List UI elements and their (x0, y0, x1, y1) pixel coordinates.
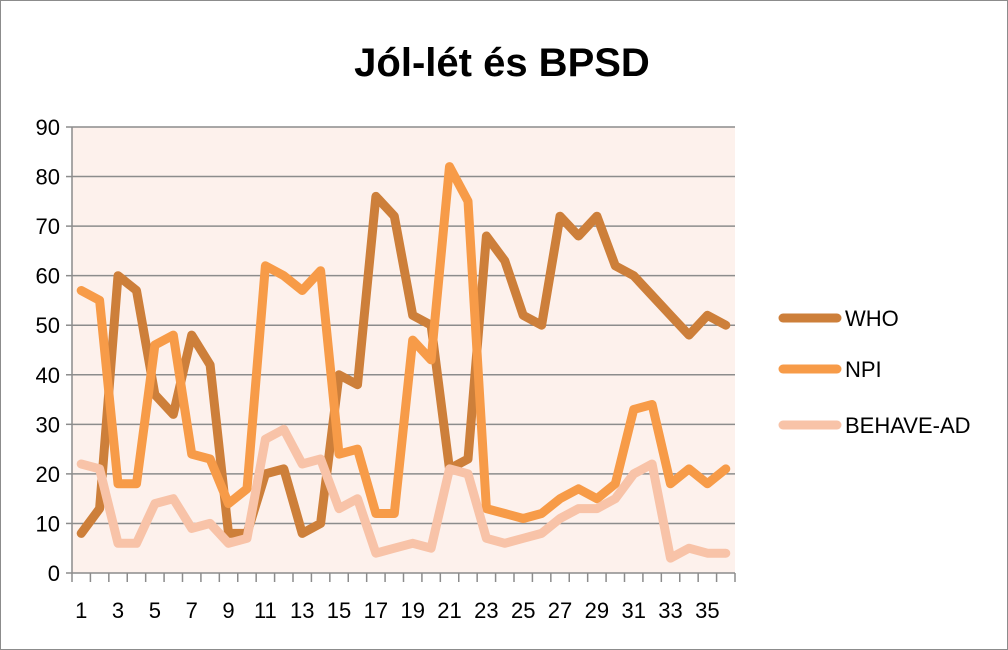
y-tick-label: 10 (36, 511, 60, 536)
legend-label: WHO (845, 306, 899, 331)
x-tick-label: 17 (364, 598, 388, 623)
y-tick-label: 60 (36, 264, 60, 289)
x-tick-label: 23 (474, 598, 498, 623)
y-tick-label: 0 (48, 561, 60, 586)
x-tick-label: 3 (112, 598, 124, 623)
legend-label: NPI (845, 357, 882, 382)
y-tick-label: 20 (36, 462, 60, 487)
x-tick-label: 1 (75, 598, 87, 623)
x-tick-label: 5 (149, 598, 161, 623)
y-tick-label: 80 (36, 165, 60, 190)
x-tick-label: 35 (695, 598, 719, 623)
y-tick-label: 70 (36, 214, 60, 239)
x-tick-label: 25 (511, 598, 535, 623)
series-line-npi (76, 162, 731, 523)
x-tick-label: 9 (222, 598, 234, 623)
x-tick-label: 7 (186, 598, 198, 623)
series-line-who (76, 191, 731, 538)
x-tick-label: 31 (621, 598, 645, 623)
x-tick-label: 21 (437, 598, 461, 623)
legend-label: BEHAVE-AD (845, 413, 971, 438)
y-tick-label: 30 (36, 412, 60, 437)
y-tick-label: 90 (36, 115, 60, 140)
y-tick-label: 50 (36, 313, 60, 338)
y-tick-label: 40 (36, 363, 60, 388)
x-tick-label: 19 (400, 598, 424, 623)
series-line-behave-ad (76, 424, 731, 563)
plot-area (72, 127, 735, 573)
x-tick-label: 27 (548, 598, 572, 623)
x-tick-label: 15 (327, 598, 351, 623)
chart-title: Jól-lét és BPSD (354, 41, 650, 85)
x-tick-label: 29 (585, 598, 609, 623)
x-tick-label: 11 (254, 598, 277, 623)
x-tick-label: 33 (658, 598, 682, 623)
x-tick-label: 13 (290, 598, 314, 623)
